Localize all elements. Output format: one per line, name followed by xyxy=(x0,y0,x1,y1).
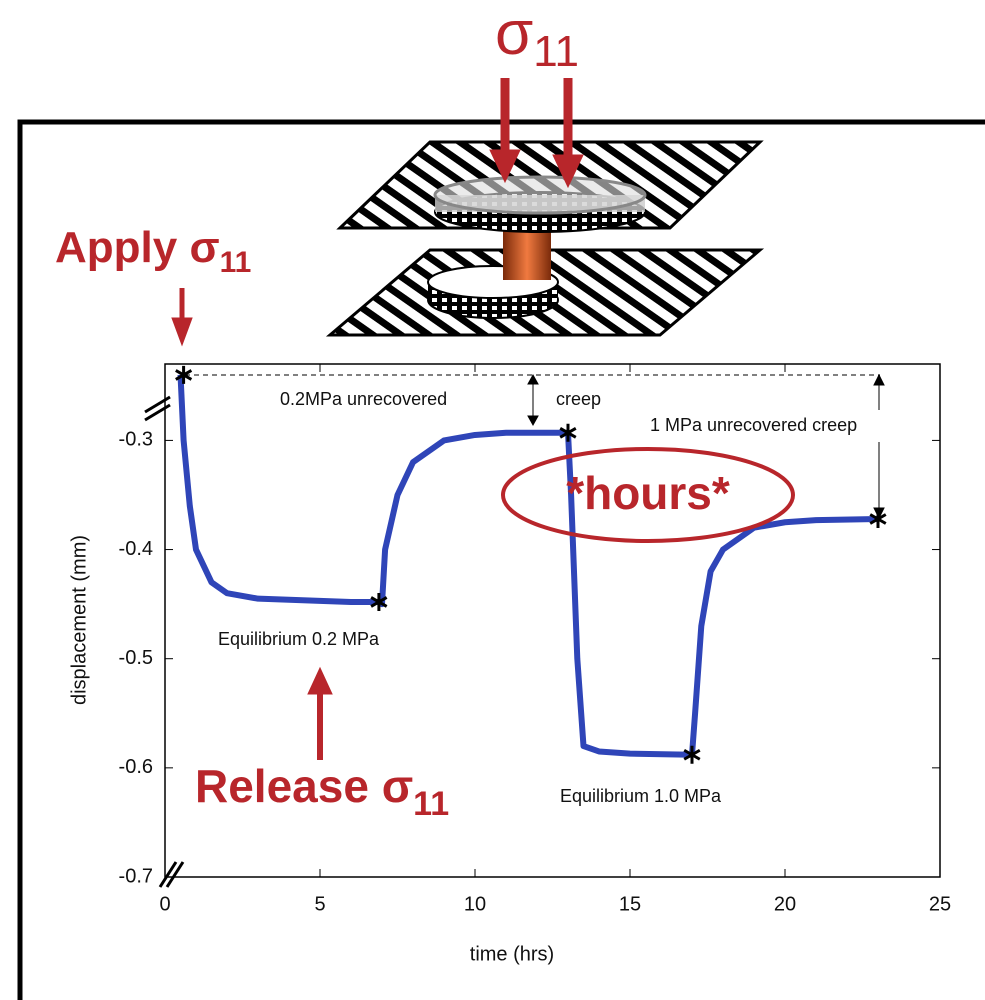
annotation: 1 MPa unrecovered creep xyxy=(650,415,857,435)
marker xyxy=(370,592,388,611)
y-tick-label: -0.6 xyxy=(119,756,153,778)
x-tick-label: 5 xyxy=(314,893,325,915)
y-tick-label: -0.5 xyxy=(119,647,153,669)
marker xyxy=(559,423,577,442)
hours-ellipse xyxy=(501,447,795,543)
plot-frame xyxy=(164,363,941,878)
apply-sub: 11 xyxy=(220,246,252,279)
annotation: 0.2MPa unrecovered xyxy=(280,389,447,409)
sigma-label: σ11 xyxy=(495,0,579,76)
annotation: Equilibrium 1.0 MPa xyxy=(560,786,722,806)
x-axis-title: time (hrs) xyxy=(470,943,554,965)
x-tick-label: 10 xyxy=(464,893,486,915)
apply-label: Apply σ11 xyxy=(55,223,251,279)
release-label: Release σ11 xyxy=(195,760,449,823)
sigma-sub: 11 xyxy=(533,27,579,76)
frame xyxy=(17,119,985,1000)
y-tick-label: -0.7 xyxy=(119,865,153,887)
x-tick-label: 20 xyxy=(774,893,796,915)
x-tick-label: 25 xyxy=(929,893,951,915)
marker xyxy=(869,509,887,528)
marker xyxy=(175,365,193,384)
x-tick-label: 0 xyxy=(159,893,170,915)
annotation: creep xyxy=(556,389,601,409)
apparatus xyxy=(325,140,765,337)
y-axis-title: displacement (mm) xyxy=(68,535,90,705)
sigma-text: σ xyxy=(495,0,533,68)
data-line xyxy=(177,374,879,758)
frame-gap xyxy=(158,745,164,830)
apply-text: Apply σ xyxy=(55,223,220,272)
axis-break xyxy=(144,395,185,888)
y-tick-label: -0.3 xyxy=(119,429,153,451)
marker xyxy=(683,745,701,764)
release-sub: 11 xyxy=(413,785,449,823)
release-text: Release σ xyxy=(195,760,413,812)
x-tick-label: 15 xyxy=(619,893,641,915)
y-tick-label: -0.4 xyxy=(119,538,153,560)
hours-label: *hours* xyxy=(566,467,730,519)
arrows xyxy=(171,78,584,760)
annotation: Equilibrium 0.2 MPa xyxy=(218,629,380,649)
